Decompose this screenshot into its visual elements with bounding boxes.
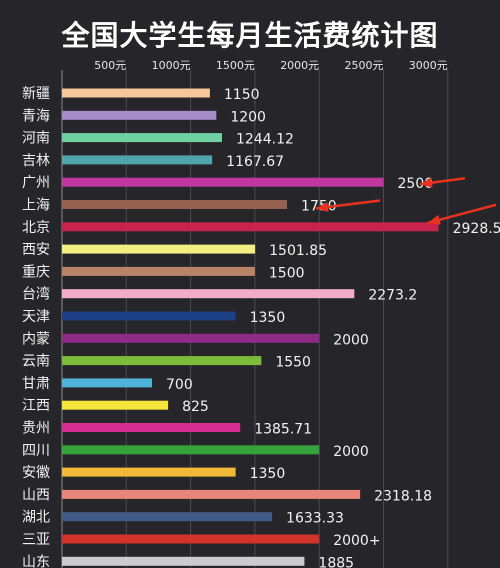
category-label-江西: 江西 — [22, 398, 50, 414]
annotation-arrowhead-北京 — [428, 214, 441, 225]
value-label-内蒙: 2000 — [333, 332, 369, 348]
value-label-江西: 825 — [182, 399, 209, 415]
value-label-广州: 2500 — [398, 176, 434, 192]
category-label-山西: 山西 — [22, 487, 50, 503]
value-label-甘肃: 700 — [166, 377, 193, 393]
bar-三亚 — [62, 534, 320, 544]
value-label-台湾: 2273.2 — [368, 288, 417, 304]
value-label-山西: 2318.18 — [374, 488, 432, 504]
x-tick-label-2500: 2500元 — [345, 59, 384, 72]
x-tick-label-1500: 1500元 — [216, 59, 255, 72]
category-label-湖北: 湖北 — [22, 510, 50, 526]
value-label-贵州: 1385.71 — [254, 422, 312, 438]
category-label-贵州: 贵州 — [22, 421, 50, 437]
category-label-青海: 青海 — [22, 108, 50, 124]
category-label-西安: 西安 — [22, 242, 50, 258]
bar-西安 — [62, 244, 256, 254]
value-label-山东: 1885 — [318, 555, 354, 568]
value-label-青海: 1200 — [230, 109, 266, 125]
category-label-三亚: 三亚 — [22, 532, 50, 548]
bar-重庆 — [62, 266, 255, 276]
value-label-安徽: 1350 — [250, 466, 286, 482]
x-tick-label-1000: 1000元 — [152, 59, 191, 72]
bar-北京 — [62, 222, 439, 232]
bar-云南 — [62, 356, 262, 366]
bar-贵州 — [62, 423, 241, 432]
bar-山西 — [62, 489, 361, 499]
category-label-北京: 北京 — [22, 220, 50, 236]
value-label-天津: 1350 — [250, 310, 286, 326]
category-label-甘肃: 甘肃 — [22, 376, 50, 392]
category-label-天津: 天津 — [22, 309, 50, 325]
bar-吉林 — [62, 155, 213, 165]
category-label-重庆: 重庆 — [22, 264, 50, 280]
value-label-吉林: 1167.67 — [226, 154, 284, 170]
category-label-内蒙: 内蒙 — [22, 331, 50, 347]
annotation-arrowhead-广州 — [420, 177, 433, 188]
bar-山东 — [62, 556, 305, 566]
bar-四川 — [62, 445, 320, 455]
category-label-上海: 上海 — [22, 198, 50, 214]
category-label-安徽: 安徽 — [22, 465, 50, 481]
category-label-四川: 四川 — [22, 443, 50, 459]
bar-甘肃 — [62, 378, 153, 388]
category-label-吉林: 吉林 — [22, 153, 50, 169]
value-label-湖北: 1633.33 — [286, 511, 344, 527]
bar-上海 — [62, 200, 288, 209]
value-label-河南: 1244.12 — [236, 132, 294, 148]
category-label-台湾: 台湾 — [22, 286, 50, 303]
category-label-广州: 广州 — [22, 175, 50, 191]
category-label-山东: 山东 — [22, 554, 50, 568]
bar-湖北 — [62, 512, 273, 522]
bar-广州 — [62, 177, 384, 187]
bar-台湾 — [62, 289, 355, 299]
x-tick-label-500: 500元 — [94, 59, 126, 72]
value-label-西安: 1501.85 — [269, 243, 327, 259]
bar-安徽 — [62, 467, 236, 477]
category-label-新疆: 新疆 — [22, 86, 50, 102]
value-label-新疆: 1150 — [224, 87, 260, 103]
bar-新疆 — [62, 88, 210, 98]
bar-青海 — [62, 110, 217, 120]
annotation-arrowhead-上海 — [316, 202, 329, 212]
value-label-三亚: 2000+ — [333, 533, 380, 549]
bar-江西 — [62, 400, 169, 410]
x-tick-label-3000: 3000元 — [409, 59, 448, 72]
value-label-四川: 2000 — [333, 444, 369, 460]
chart-title: 全国大学生每月生活费统计图 — [61, 19, 439, 52]
bar-河南 — [62, 133, 222, 143]
value-label-重庆: 1500 — [269, 265, 305, 281]
value-label-北京: 2928.5 — [453, 221, 500, 237]
value-label-云南: 1550 — [275, 355, 311, 371]
category-label-云南: 云南 — [22, 354, 50, 370]
bar-内蒙 — [62, 333, 320, 343]
bar-天津 — [62, 311, 236, 321]
x-tick-label-2000: 2000元 — [280, 59, 319, 72]
category-label-河南: 河南 — [22, 131, 50, 147]
